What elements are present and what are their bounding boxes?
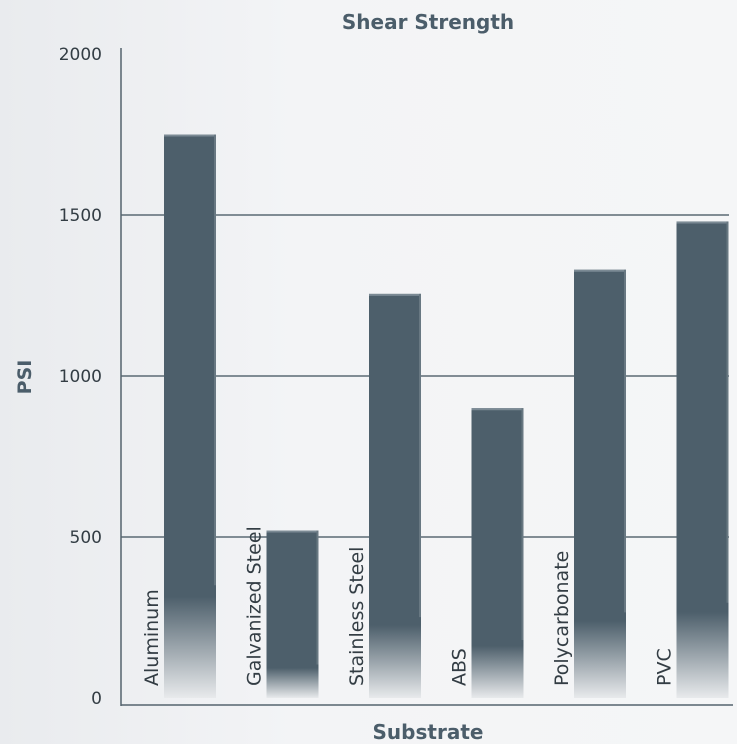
category-label: PVC: [654, 648, 676, 686]
category-label: Aluminum: [141, 589, 163, 686]
bar: [471, 408, 524, 698]
gridlines: [121, 214, 729, 538]
category-label: Stainless Steel: [346, 547, 368, 686]
x-axis-label: Substrate: [373, 720, 484, 744]
y-axis-label: PSI: [14, 360, 36, 395]
category-label: Polycarbonate: [551, 551, 573, 686]
bar: [266, 530, 319, 698]
category-label: ABS: [449, 648, 471, 686]
category-label: Galvanized Steel: [244, 526, 266, 686]
chart-title: Shear Strength: [342, 10, 514, 34]
bar: [164, 134, 216, 698]
y-tick-labels: 0 500 1000 1500 2000: [59, 45, 102, 709]
bars: [164, 134, 729, 698]
y-tick-label: 0: [91, 689, 102, 709]
bar: [676, 221, 729, 698]
y-tick-label: 2000: [59, 45, 102, 65]
bar: [369, 293, 421, 698]
category-labels: Aluminum Galvanized Steel Stainless Steel A…: [141, 526, 676, 686]
y-tick-label: 1000: [59, 367, 102, 387]
y-tick-label: 1500: [59, 206, 102, 226]
bar: [574, 269, 626, 698]
y-tick-label: 500: [70, 528, 102, 548]
